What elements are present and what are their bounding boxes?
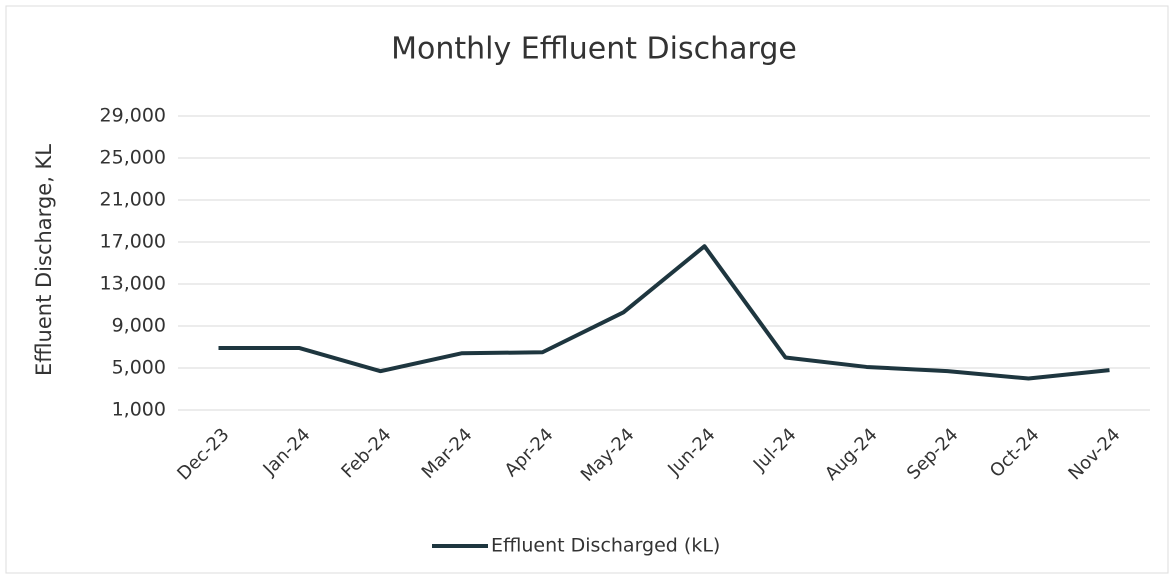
chart-title: Monthly Effluent Discharge	[391, 32, 797, 67]
legend-label: Effluent Discharged (kL)	[491, 535, 720, 557]
y-tick-label: 9,000	[112, 315, 166, 337]
y-tick-label: 25,000	[100, 147, 166, 169]
series-line	[218, 244, 1110, 381]
y-tick-label: 1,000	[112, 399, 166, 421]
y-tick-label: 29,000	[100, 105, 166, 127]
chart-frame	[5, 5, 1169, 574]
y-axis-title: Effluent Discharge, KL	[32, 144, 56, 376]
y-tick-label: 21,000	[100, 189, 166, 211]
y-tick-label: 17,000	[100, 231, 166, 253]
y-tick-label: 5,000	[112, 357, 166, 379]
y-tick-label: 13,000	[100, 273, 166, 295]
